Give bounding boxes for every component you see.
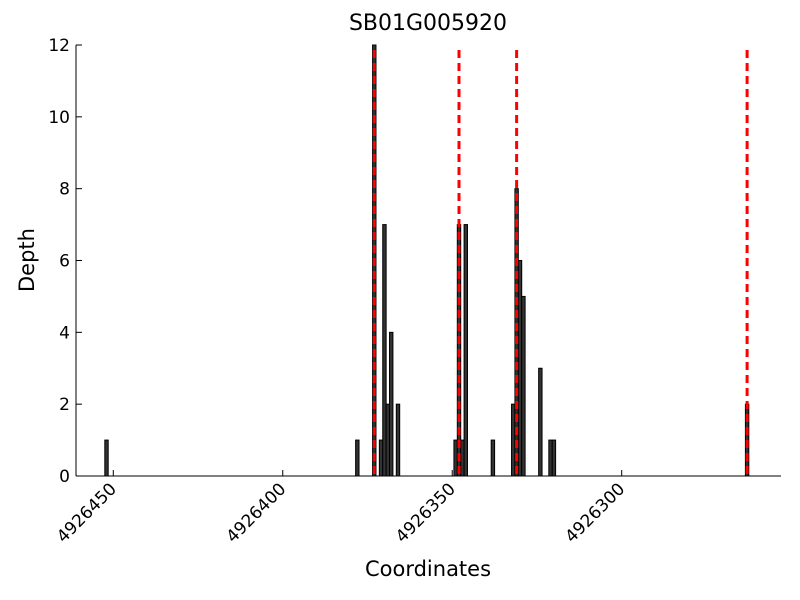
bar [395,403,401,477]
x-tick-label: 4926450 [53,479,121,547]
bar [551,439,557,477]
x-tick-label: 4926400 [223,479,291,547]
bar [463,224,468,477]
bar [355,439,360,477]
bar [521,295,526,477]
bar [389,331,394,477]
y-tick-label: 4 [59,323,70,343]
bar [104,439,109,477]
y-tick-label: 2 [59,395,70,415]
y-tick-label: 8 [59,180,70,200]
x-tick-label: 4926350 [392,479,460,547]
y-tick-label: 12 [48,36,70,56]
bar [490,439,496,477]
y-tick-label: 10 [48,108,70,128]
y-axis-label: Depth [15,228,39,292]
chart-title: SB01G005920 [349,11,507,36]
x-axis-label: Coordinates [365,557,491,581]
y-tick-label: 6 [59,252,70,272]
bar [538,367,543,477]
x-tick-label: 4926300 [562,479,630,547]
y-tick-label: 0 [59,467,70,487]
